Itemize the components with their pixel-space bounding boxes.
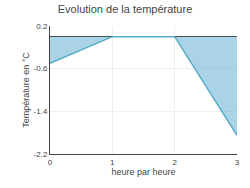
svg-text:0: 0 xyxy=(48,158,53,167)
svg-text:0.2: 0.2 xyxy=(36,22,48,31)
svg-text:-1.4: -1.4 xyxy=(34,107,48,116)
svg-text:1: 1 xyxy=(110,158,115,167)
svg-text:-2.2: -2.2 xyxy=(34,150,48,159)
svg-text:Evolution de la température: Evolution de la température xyxy=(58,3,193,15)
svg-text:-0.6: -0.6 xyxy=(34,64,48,73)
svg-text:2: 2 xyxy=(172,158,177,167)
svg-text:heure par heure: heure par heure xyxy=(111,167,175,177)
svg-text:Température en °C: Température en °C xyxy=(21,52,31,128)
svg-text:3: 3 xyxy=(235,158,240,167)
